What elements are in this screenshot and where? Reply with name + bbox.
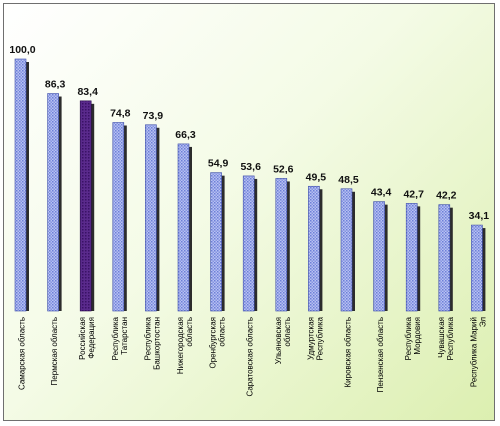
value-label: 42,2 (436, 190, 457, 202)
chart-frame: 100,0 86,3 83,4 74,8 73,9 66,3 54,9 53,6 52,6 49,… (3, 3, 495, 421)
bar (340, 188, 353, 312)
value-label: 49,5 (306, 171, 327, 183)
bar (471, 224, 483, 312)
value-label: 66,3 (175, 129, 196, 141)
bar (145, 124, 157, 312)
category-label: Нижегородскаяобласть (176, 317, 194, 374)
category-label: Саратовская область (246, 317, 255, 397)
value-label: 53,6 (240, 161, 261, 173)
category-labels-layer: Самарская область Пермская область Российс… (18, 316, 488, 396)
bar (373, 201, 385, 312)
value-label: 100,0 (9, 44, 35, 56)
value-label: 83,4 (77, 86, 98, 98)
category-label: Пензенская область (376, 317, 385, 392)
bar (438, 204, 451, 312)
value-label: 34,1 (469, 210, 490, 222)
value-label: 73,9 (143, 110, 164, 122)
bar (14, 58, 27, 312)
bar (47, 93, 59, 312)
bar (308, 185, 320, 312)
category-label: РеспубликаБашкортостан (143, 316, 161, 369)
category-label: УдмуртскаяРеспублика (306, 316, 324, 360)
value-label: 43,4 (371, 187, 392, 199)
bars-layer (14, 58, 486, 312)
bar (112, 122, 125, 312)
value-label: 52,6 (273, 163, 294, 175)
category-label: Пермская область (50, 317, 59, 385)
category-label: Самарская область (18, 317, 27, 390)
value-label: 48,5 (338, 174, 359, 186)
value-label: 86,3 (45, 79, 66, 91)
category-label: РеспубликаТатарстан (111, 316, 129, 360)
bar (177, 143, 190, 312)
bar (242, 175, 255, 312)
bar (405, 203, 418, 312)
category-label: РоссийскаяФедерация (78, 317, 96, 360)
bar-chart: 100,0 86,3 83,4 74,8 73,9 66,3 54,9 53,6 52,6 49,… (9, 44, 489, 397)
value-labels-layer: 100,0 86,3 83,4 74,8 73,9 66,3 54,9 53,6 52,6 49,… (9, 44, 489, 222)
bar (275, 178, 288, 312)
value-label: 74,8 (110, 108, 131, 120)
category-label: Оренбургскаяобласть (209, 317, 227, 369)
bar (79, 100, 92, 312)
value-label: 54,9 (208, 158, 229, 170)
category-label: РеспубликаМордовия (404, 316, 422, 360)
value-label: 42,7 (403, 188, 424, 200)
category-label: ЧувашскаяРеспублика (437, 316, 455, 360)
category-label: Республика МарийЭл (469, 317, 487, 387)
bar (210, 172, 222, 312)
category-label: Ульяновскаяобласть (274, 317, 292, 364)
category-label: Кировская область (344, 317, 353, 388)
